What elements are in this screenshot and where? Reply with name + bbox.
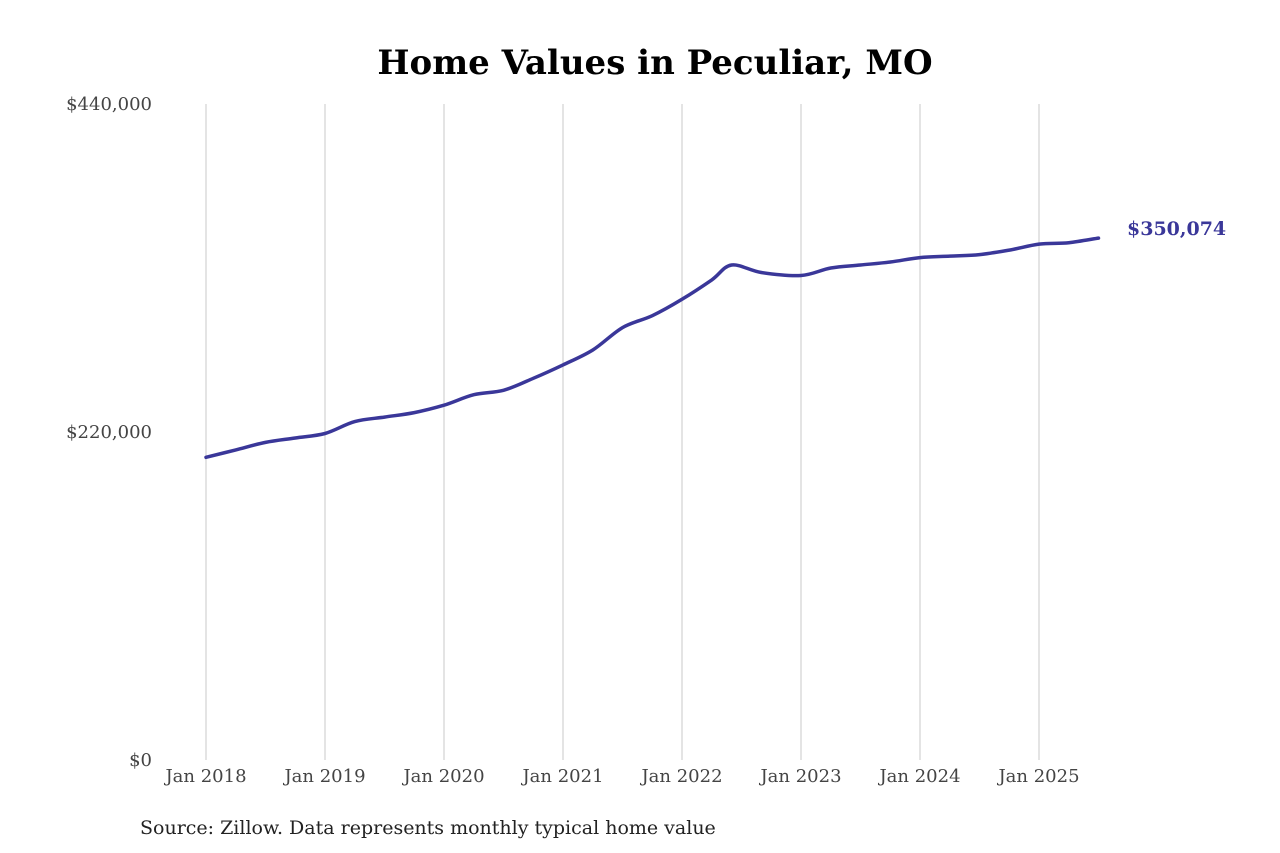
source-note: Source: Zillow. Data represents monthly … — [140, 817, 716, 839]
x-axis-tick-labels: Jan 2018 Jan 2019 Jan 2020 Jan 2021 Jan 2022… — [163, 766, 1079, 787]
x-tick-label: Jan 2022 — [639, 766, 722, 787]
y-tick-label: $0 — [129, 750, 152, 771]
vertical-gridlines — [205, 104, 1040, 760]
x-tick-label: Jan 2021 — [520, 766, 603, 787]
series-layer — [204, 236, 1101, 460]
x-tick-label: Jan 2019 — [282, 766, 365, 787]
y-axis-tick-labels: $0 $220,000 $440,000 — [66, 94, 152, 771]
end-value-label: $350,074 — [1127, 218, 1226, 240]
y-tick-label: $220,000 — [66, 422, 152, 443]
x-tick-label: Jan 2024 — [877, 766, 960, 787]
x-tick-label: Jan 2023 — [758, 766, 841, 787]
x-tick-label: Jan 2018 — [163, 766, 246, 787]
y-tick-label: $440,000 — [66, 94, 152, 115]
chart-title: Home Values in Peculiar, MO — [377, 43, 932, 83]
x-tick-label: Jan 2020 — [401, 766, 484, 787]
x-tick-label: Jan 2025 — [996, 766, 1079, 787]
series-line — [204, 236, 1101, 460]
